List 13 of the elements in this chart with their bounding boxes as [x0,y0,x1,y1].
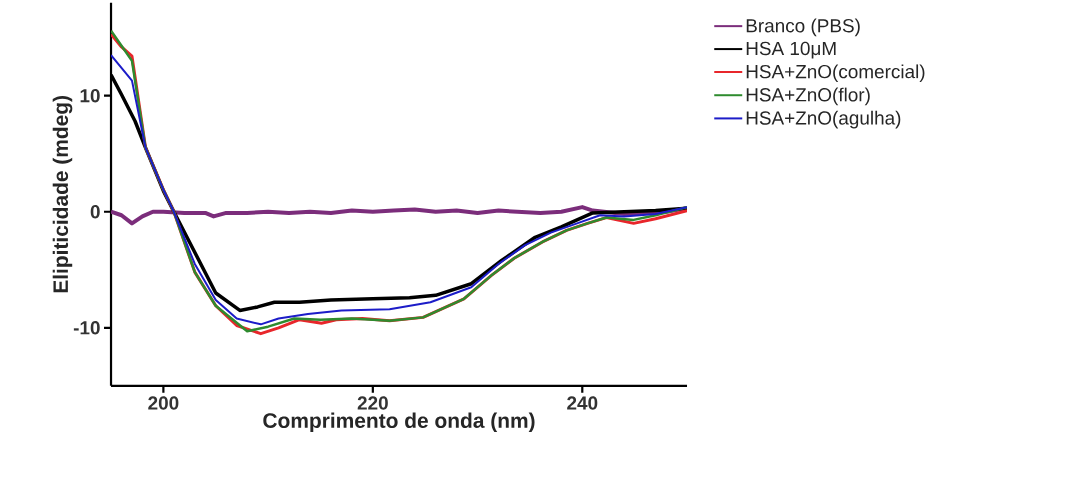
x-axis-title: Comprimento de onda (nm) [263,412,535,433]
legend-label: Branco (PBS) [746,18,860,37]
x-tick-label: 240 [567,396,598,410]
y-tick-label: 0 [90,205,100,219]
y-tick-label: -10 [73,321,100,335]
legend-label: HSA 10μM [746,41,836,59]
y-tick-label: 10 [80,89,100,103]
legend-label: HSA+ZnO(flor) [746,87,870,106]
x-tick-label: 200 [148,396,179,410]
x-tick-label: 220 [357,396,388,410]
legend-label: HSA+ZnO(agulha) [746,110,901,129]
y-axis-title: Elipiticidade (mdeg) [52,96,73,293]
legend-label: HSA+ZnO(comercial) [746,64,925,83]
